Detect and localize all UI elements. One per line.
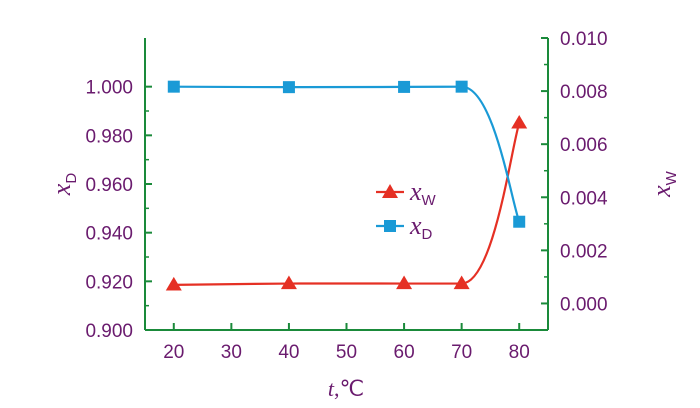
legend-marker-square xyxy=(384,220,396,232)
left-tick-label: 0.980 xyxy=(85,126,133,147)
legend-label-sub: W xyxy=(422,192,437,209)
legend-label-main: x xyxy=(409,211,422,240)
left-tick-label: 0.920 xyxy=(85,272,133,293)
right-tick-label: 0.006 xyxy=(560,135,608,156)
right-tick-label: 0.004 xyxy=(560,188,608,209)
x-tick-label: 60 xyxy=(394,342,415,363)
legend-marker-triangle xyxy=(382,184,398,198)
x-tick-label: 80 xyxy=(509,342,530,363)
point-w xyxy=(511,114,528,129)
series xyxy=(165,80,528,291)
x-axis-label: t,℃ xyxy=(328,376,364,401)
legend-entry-d: xD xyxy=(376,211,433,243)
x-tick-label: 40 xyxy=(278,342,299,363)
point-d xyxy=(455,80,468,93)
right-tick-label: 0.000 xyxy=(560,294,608,315)
left-tick-label: 0.900 xyxy=(85,321,133,342)
x-tick-label: 50 xyxy=(336,342,357,363)
right-axis-label-sub: W xyxy=(663,170,680,185)
x-axis-label-var: t xyxy=(328,376,335,401)
right-axis-label: xW xyxy=(647,170,680,198)
point-w xyxy=(396,275,413,290)
x-axis-label-unit: ,℃ xyxy=(334,376,364,401)
point-d xyxy=(282,81,295,94)
x-tick-label: 30 xyxy=(221,342,242,363)
legend-label: xD xyxy=(409,211,433,243)
legend-entry-w: xW xyxy=(376,177,437,209)
legend-label: xW xyxy=(409,177,437,209)
left-axis-label-main: x xyxy=(47,183,76,196)
point-d xyxy=(167,80,180,93)
legend-label-sub: D xyxy=(422,226,433,243)
right-tick-label: 0.008 xyxy=(560,82,608,103)
point-d xyxy=(398,80,411,93)
right-tick-label: 0.002 xyxy=(560,241,608,262)
left-tick-label: 0.940 xyxy=(85,224,133,245)
x-tick-label: 70 xyxy=(451,342,472,363)
series-line-d xyxy=(173,85,521,223)
ticks: 0.900 0.920 0.940 0.960 0.980 1.000 0.000 0.002… xyxy=(85,29,608,363)
point-w xyxy=(280,275,297,290)
right-axis-label-main: x xyxy=(647,185,676,198)
x-tick-label: 20 xyxy=(163,342,184,363)
right-tick-label: 0.010 xyxy=(560,29,608,50)
axes xyxy=(144,38,549,331)
series-line-w xyxy=(173,122,521,286)
left-axis-label: xD xyxy=(47,173,80,197)
left-tick-label: 1.000 xyxy=(85,78,133,99)
left-tick-label: 0.960 xyxy=(85,175,133,196)
point-w xyxy=(453,275,470,290)
legend-label-main: x xyxy=(409,177,422,206)
point-w xyxy=(165,276,182,291)
point-d xyxy=(513,215,526,228)
left-axis-label-sub: D xyxy=(63,173,80,184)
